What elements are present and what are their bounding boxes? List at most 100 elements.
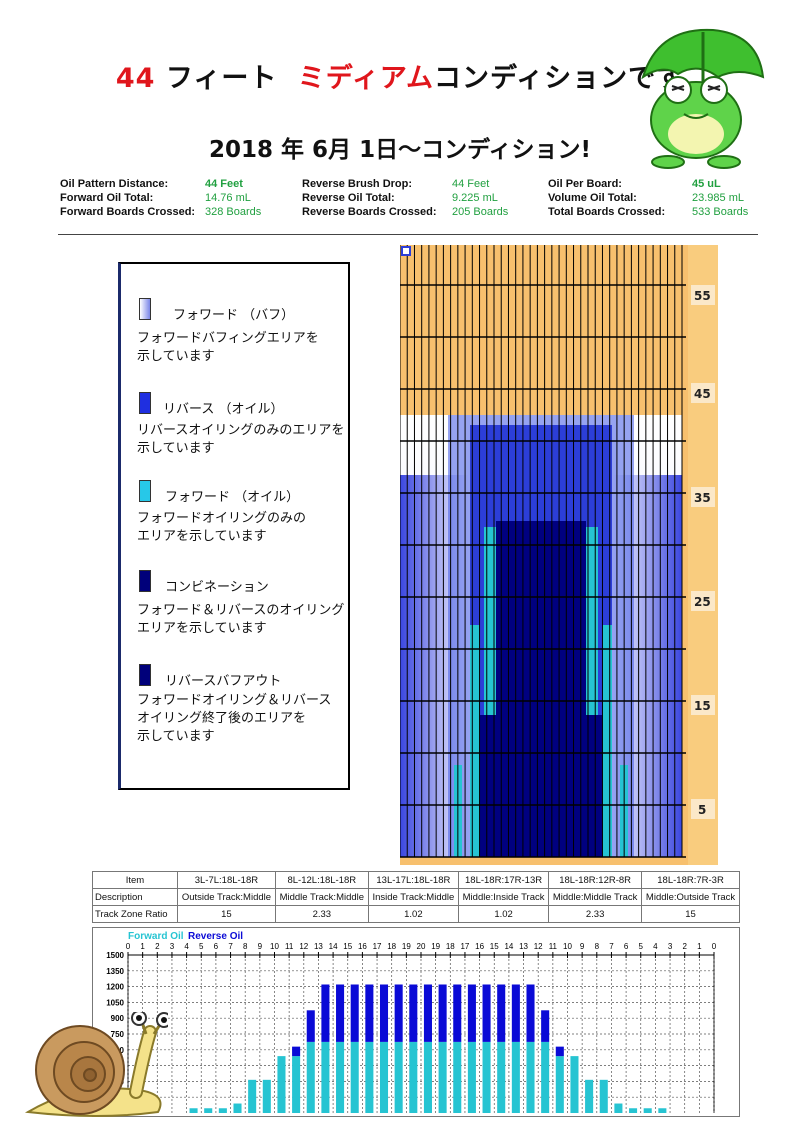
legend-desc-line: フォワードオイリングのみの [137, 511, 307, 526]
legend-swatch-forward-oil [139, 480, 151, 502]
legend-desc-line: 示しています [137, 441, 215, 456]
x-tick-label: 16 [475, 942, 484, 951]
stat-label: Reverse Brush Drop: [302, 178, 413, 190]
table-cell: Middle:Inside Track [457, 888, 550, 906]
x-tick-label: 18 [387, 942, 396, 951]
bar-reverse-oil [541, 1010, 550, 1042]
table-cell: 18L-18R:12R-8R [548, 871, 643, 889]
title-condition: ミディアム [297, 63, 434, 94]
y-tick-label: 750 [111, 1030, 125, 1039]
stat-label: Oil Per Board: [548, 178, 622, 190]
stat-label: Total Boards Crossed: [548, 206, 666, 218]
x-tick-label: 8 [595, 942, 600, 951]
stat-value: 44 Feet [452, 178, 490, 190]
x-tick-label: 15 [343, 942, 352, 951]
table-cell: 15 [177, 905, 276, 923]
legend-title: フォワード （オイル） [165, 490, 300, 505]
bar-forward-oil [438, 1041, 447, 1113]
bar-forward-oil [541, 1041, 550, 1113]
y-tick-label: 1500 [106, 951, 124, 960]
stat-label: Oil Pattern Distance: [60, 178, 169, 190]
stat-value: 14.76 mL [205, 192, 251, 204]
x-tick-label: 11 [549, 942, 558, 951]
oil-volume-chart: Forward Oil Reverse Oil 1500135012001050… [92, 927, 740, 1117]
table-cell: Item [92, 871, 178, 889]
x-tick-label: 9 [580, 942, 585, 951]
bar-forward-oil [336, 1041, 345, 1113]
ruler-label: 45 [694, 387, 711, 401]
stat-value: 44 Feet [205, 178, 243, 190]
bar-reverse-oil [511, 984, 520, 1042]
table-row: Track Zone Ratio 15 2.33 1.02 1.02 2.33 … [92, 905, 740, 923]
bar-reverse-oil [453, 984, 462, 1042]
bar-forward-oil [306, 1041, 315, 1113]
snail-mascot-icon [24, 1012, 168, 1117]
bar-forward-oil [248, 1079, 257, 1113]
ruler-label-box [691, 487, 715, 507]
divider [58, 234, 758, 235]
stat-value: 533 Boards [692, 206, 749, 218]
table-cell: 1.02 [367, 905, 459, 923]
x-tick-label: 19 [431, 942, 440, 951]
legend-desc-line: リバースオイリングのみのエリアを [137, 423, 345, 438]
x-tick-label: 4 [653, 942, 658, 951]
table-cell: 15 [641, 905, 740, 923]
x-tick-label: 0 [712, 942, 717, 951]
stat-value: 23.985 mL [692, 192, 744, 204]
stat-label: Reverse Boards Crossed: [302, 206, 437, 218]
bar-forward-oil [497, 1041, 506, 1113]
lane-distance-ruler [688, 245, 718, 865]
x-tick-label: 3 [170, 942, 175, 951]
x-tick-label: 10 [563, 942, 572, 951]
lane-pattern-diagram: 55 45 35 25 15 5 [400, 245, 718, 865]
table-row: Item 3L-7L:18L-18R 8L-12L:18L-18R 13L-17… [92, 871, 740, 889]
ruler-label: 35 [694, 491, 711, 505]
bar-forward-oil [233, 1103, 242, 1113]
x-tick-label: 8 [243, 942, 248, 951]
x-tick-label: 0 [126, 942, 131, 951]
bar-forward-oil [526, 1041, 535, 1113]
x-tick-label: 19 [402, 942, 411, 951]
bar-forward-oil [189, 1108, 198, 1113]
table-cell: Outside Track:Middle [177, 888, 276, 906]
bar-forward-oil [277, 1056, 286, 1113]
lane-combination-zone [480, 521, 602, 857]
x-tick-label: 15 [490, 942, 499, 951]
bar-forward-oil [629, 1108, 638, 1113]
bar-forward-oil [614, 1103, 623, 1113]
table-cell: Track Zone Ratio [92, 905, 178, 923]
bar-forward-oil [379, 1041, 389, 1113]
x-tick-label: 13 [519, 942, 528, 951]
x-tick-label: 7 [228, 942, 233, 951]
stat-value: 9.225 mL [452, 192, 498, 204]
legend-desc: フォワードオイリング＆リバース オイリング終了後のエリアを 示しています [137, 692, 331, 746]
legend-title: コンビネーション [165, 580, 269, 595]
bar-reverse-oil [350, 984, 359, 1042]
ruler-label: 25 [694, 595, 711, 609]
ruler-label-box [691, 695, 715, 715]
frog-mascot-icon [641, 28, 765, 169]
legend-desc-line: フォワード＆リバースのオイリング [137, 603, 345, 618]
table-cell: 3L-7L:18L-18R [177, 871, 276, 889]
ruler-label: 55 [694, 289, 711, 303]
legend-title: リバース （オイル） [163, 402, 284, 417]
x-tick-label: 5 [639, 942, 644, 951]
ruler-label-box [691, 285, 715, 305]
x-tick-label: 12 [534, 942, 543, 951]
table-cell: 18L-18R:7R-3R [641, 871, 740, 889]
x-tick-label: 2 [155, 942, 160, 951]
title-distance: 44 [115, 63, 156, 94]
bar-reverse-oil [379, 984, 389, 1042]
y-tick-label: 900 [111, 1014, 125, 1023]
table-cell: 18L-18R:17R-13R [457, 871, 550, 889]
bar-forward-oil [350, 1041, 359, 1113]
x-tick-label: 14 [329, 942, 338, 951]
bar-forward-oil [555, 1056, 564, 1113]
chart-bars [189, 984, 667, 1113]
bar-reverse-oil [423, 984, 432, 1042]
bar-reverse-oil [497, 984, 506, 1042]
table-cell: 2.33 [548, 905, 643, 923]
bar-forward-oil [321, 1041, 330, 1113]
bar-forward-oil [409, 1041, 418, 1113]
legend-title: フォワード （バフ） [173, 308, 295, 323]
